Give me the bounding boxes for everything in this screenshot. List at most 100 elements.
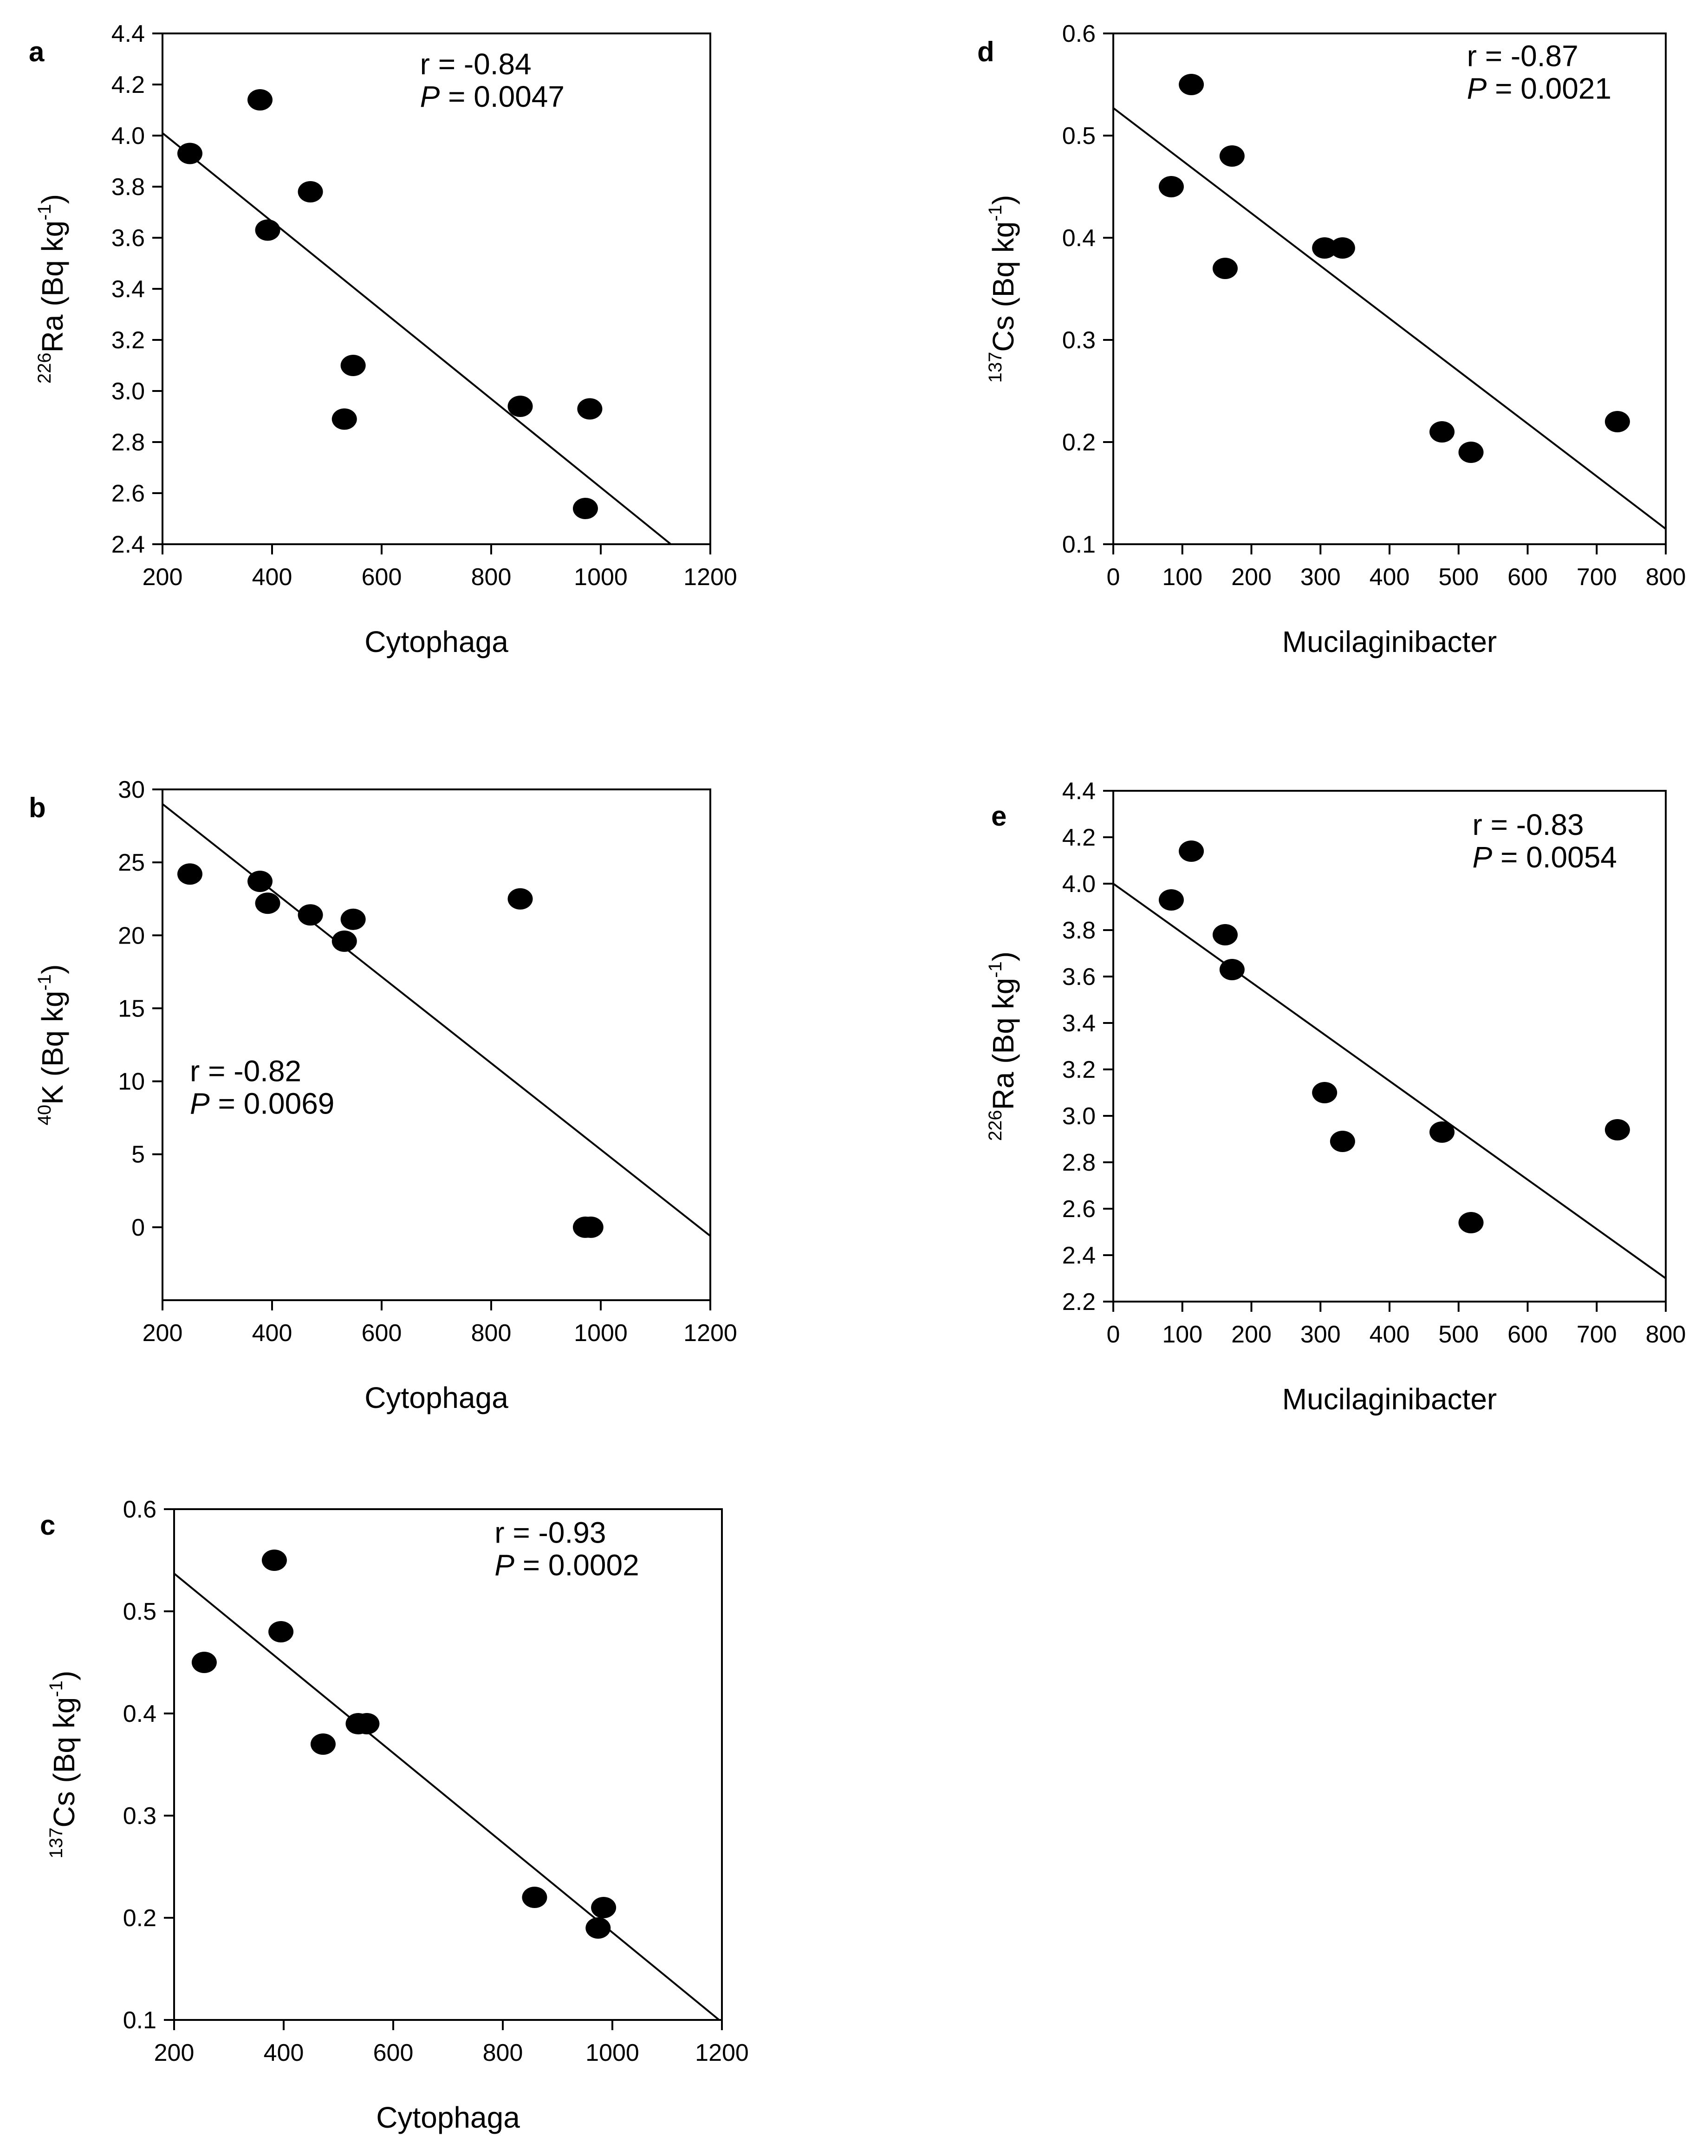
y-tick-label: 4.4	[111, 20, 145, 47]
x-tick-label: 800	[471, 564, 512, 591]
panel-letter: e	[991, 801, 1007, 832]
r-value: r = -0.93	[494, 1516, 606, 1550]
x-tick-label: 200	[143, 1320, 183, 1347]
x-tick-label: 200	[1231, 564, 1272, 591]
y-tick-label: 3.2	[111, 327, 145, 354]
y-axis-title-element: Cs	[987, 315, 1020, 352]
x-tick-label: 400	[264, 2039, 304, 2066]
x-tick-label: 100	[1162, 564, 1202, 591]
x-tick-label: 600	[362, 1320, 402, 1347]
r-value: r = -0.82	[190, 1055, 301, 1088]
y-tick-label: 2.2	[1062, 1289, 1096, 1316]
y-tick-label: 3.0	[1062, 1103, 1096, 1130]
x-tick-label: 800	[1646, 564, 1686, 591]
data-point	[1212, 258, 1238, 279]
data-point	[261, 1550, 287, 1571]
x-tick-label: 300	[1300, 564, 1341, 591]
y-axis-title: 226Ra (Bq kg-1)	[985, 951, 1020, 1141]
data-point	[1212, 924, 1238, 945]
y-tick-label: 3.8	[1062, 917, 1096, 944]
y-axis-title-unit-text: (Bq kg	[36, 221, 69, 315]
y-tick-label: 3.6	[111, 225, 145, 252]
panel-letter: d	[977, 36, 994, 67]
plot-frame	[162, 788, 711, 1301]
data-point	[1458, 442, 1484, 463]
y-axis-title-close: )	[47, 1671, 81, 1681]
panel-letter: b	[29, 792, 46, 823]
data-point	[331, 408, 357, 430]
x-tick-label: 1200	[683, 564, 737, 591]
x-tick-label: 200	[154, 2039, 195, 2066]
y-tick-label: 0.4	[123, 1700, 156, 1727]
x-tick-label: 700	[1577, 564, 1617, 591]
y-tick-label: 25	[118, 849, 145, 876]
data-point	[1604, 411, 1630, 432]
data-point	[1219, 145, 1245, 167]
y-tick-label: 0.3	[123, 1803, 156, 1830]
y-tick-label: 3.8	[111, 174, 145, 201]
panel-a: a 200 400 600 800 1000 1200 2.4 2.6 2.8 3.0 3.2 3.4 3…	[29, 20, 737, 658]
y-axis-title-superscript: 137	[46, 1828, 66, 1859]
p-value: P = 0.0054	[1473, 840, 1617, 874]
p-symbol: P	[494, 1549, 514, 1582]
x-tick-label: 800	[483, 2039, 523, 2066]
p-symbol: P	[1473, 840, 1493, 874]
y-axis-title-unit-exp: -1	[985, 961, 1006, 978]
data-point	[191, 1652, 217, 1673]
data-point	[1312, 237, 1338, 259]
y-tick-label: 4.2	[1062, 824, 1096, 851]
y-tick-label: 0.2	[123, 1905, 156, 1932]
panel-letter: c	[40, 1510, 55, 1541]
data-point	[507, 888, 533, 910]
data-point	[1158, 176, 1184, 197]
x-tick-label: 1000	[574, 564, 628, 591]
x-tick-label: 400	[252, 564, 292, 591]
y-tick-label: 0.5	[1062, 123, 1096, 150]
y-axis-title-unit-text: (Bq kg	[36, 990, 69, 1085]
y-tick-label: 0.1	[123, 2007, 156, 2034]
y-tick-label: 20	[118, 922, 145, 949]
y-axis-title: 40K (Bq kg-1)	[34, 964, 69, 1126]
data-point	[177, 143, 202, 164]
panel-b: b 200 400 600 800 1000 1200 0 5 10 15 20 25 30 Cytopha…	[29, 776, 737, 1414]
x-tick-label: 1200	[695, 2039, 749, 2066]
panel-c: c 200 400 600 800 1000 1200 0.1 0.2 0.3 0.4 0.5 0.6 C…	[40, 1496, 749, 2134]
p-symbol: P	[190, 1087, 210, 1120]
y-tick-label: 0	[131, 1214, 145, 1241]
y-axis-title-unit-text: (Bq kg	[987, 221, 1020, 316]
x-tick-label: 1200	[683, 1320, 737, 1347]
y-tick-label: 4.0	[111, 123, 145, 150]
data-point	[507, 396, 533, 417]
r-value: r = -0.87	[1467, 39, 1578, 72]
data-point	[585, 1917, 611, 1939]
p-value: P = 0.0047	[420, 80, 565, 113]
data-point	[577, 398, 603, 420]
y-axis-title-superscript: 226	[985, 1110, 1006, 1141]
data-point	[1158, 889, 1184, 911]
data-point	[1330, 237, 1355, 259]
regression-line	[1113, 883, 1666, 1279]
data-point	[1604, 1119, 1630, 1140]
data-point	[1312, 1082, 1338, 1103]
data-point	[255, 219, 280, 241]
y-tick-label: 2.4	[111, 531, 145, 558]
y-tick-label: 4.0	[1062, 871, 1096, 898]
y-tick-label: 2.6	[111, 480, 145, 507]
r-value: r = -0.84	[420, 47, 532, 81]
regression-line	[1113, 107, 1666, 530]
data-point	[310, 1733, 336, 1755]
x-axis-title: Mucilaginibacter	[1282, 1382, 1497, 1416]
panel-d: d 0 100 200 300 400 500 600 700 800 0.1 0.2 0.3 0.4 0.…	[977, 20, 1686, 658]
p-symbol: P	[420, 80, 440, 113]
p-symbol: P	[1467, 72, 1487, 105]
x-tick-label: 600	[362, 564, 402, 591]
y-tick-label: 4.2	[111, 72, 145, 98]
x-tick-label: 0	[1107, 564, 1120, 591]
x-tick-label: 400	[1370, 564, 1410, 591]
y-axis-title-element: Ra	[987, 1072, 1020, 1110]
y-tick-label: 3.2	[1062, 1056, 1096, 1083]
y-tick-label: 2.6	[1062, 1196, 1096, 1223]
r-value: r = -0.83	[1473, 808, 1584, 841]
y-tick-label: 0.2	[1062, 429, 1096, 456]
x-axis-title: Mucilaginibacter	[1282, 625, 1497, 658]
